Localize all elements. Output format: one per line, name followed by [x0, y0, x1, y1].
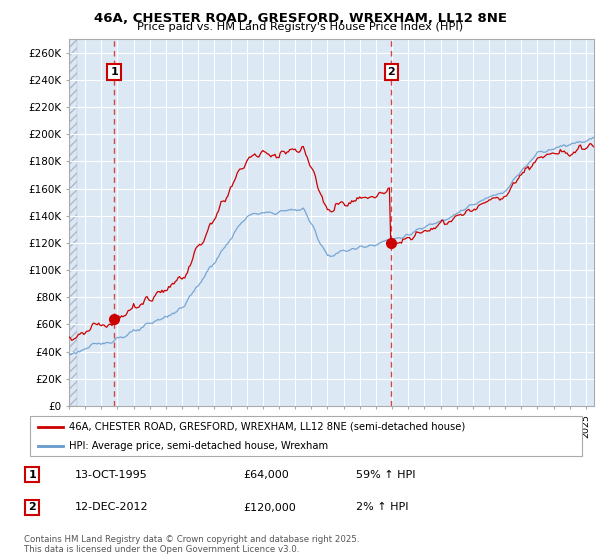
Text: 2% ↑ HPI: 2% ↑ HPI [356, 502, 409, 512]
Text: 2: 2 [28, 502, 36, 512]
FancyBboxPatch shape [30, 416, 582, 456]
Text: 1: 1 [28, 470, 36, 480]
Text: 13-OCT-1995: 13-OCT-1995 [74, 470, 147, 480]
Text: Price paid vs. HM Land Registry's House Price Index (HPI): Price paid vs. HM Land Registry's House … [137, 22, 463, 32]
Text: 12-DEC-2012: 12-DEC-2012 [74, 502, 148, 512]
Text: 1: 1 [110, 67, 118, 77]
Text: £120,000: £120,000 [244, 502, 296, 512]
Text: Contains HM Land Registry data © Crown copyright and database right 2025.
This d: Contains HM Land Registry data © Crown c… [24, 535, 359, 554]
Text: HPI: Average price, semi-detached house, Wrexham: HPI: Average price, semi-detached house,… [68, 441, 328, 450]
Text: £64,000: £64,000 [244, 470, 289, 480]
Text: 2: 2 [388, 67, 395, 77]
Text: 46A, CHESTER ROAD, GRESFORD, WREXHAM, LL12 8NE (semi-detached house): 46A, CHESTER ROAD, GRESFORD, WREXHAM, LL… [68, 422, 465, 432]
Text: 46A, CHESTER ROAD, GRESFORD, WREXHAM, LL12 8NE: 46A, CHESTER ROAD, GRESFORD, WREXHAM, LL… [94, 12, 506, 25]
Text: 59% ↑ HPI: 59% ↑ HPI [356, 470, 416, 480]
